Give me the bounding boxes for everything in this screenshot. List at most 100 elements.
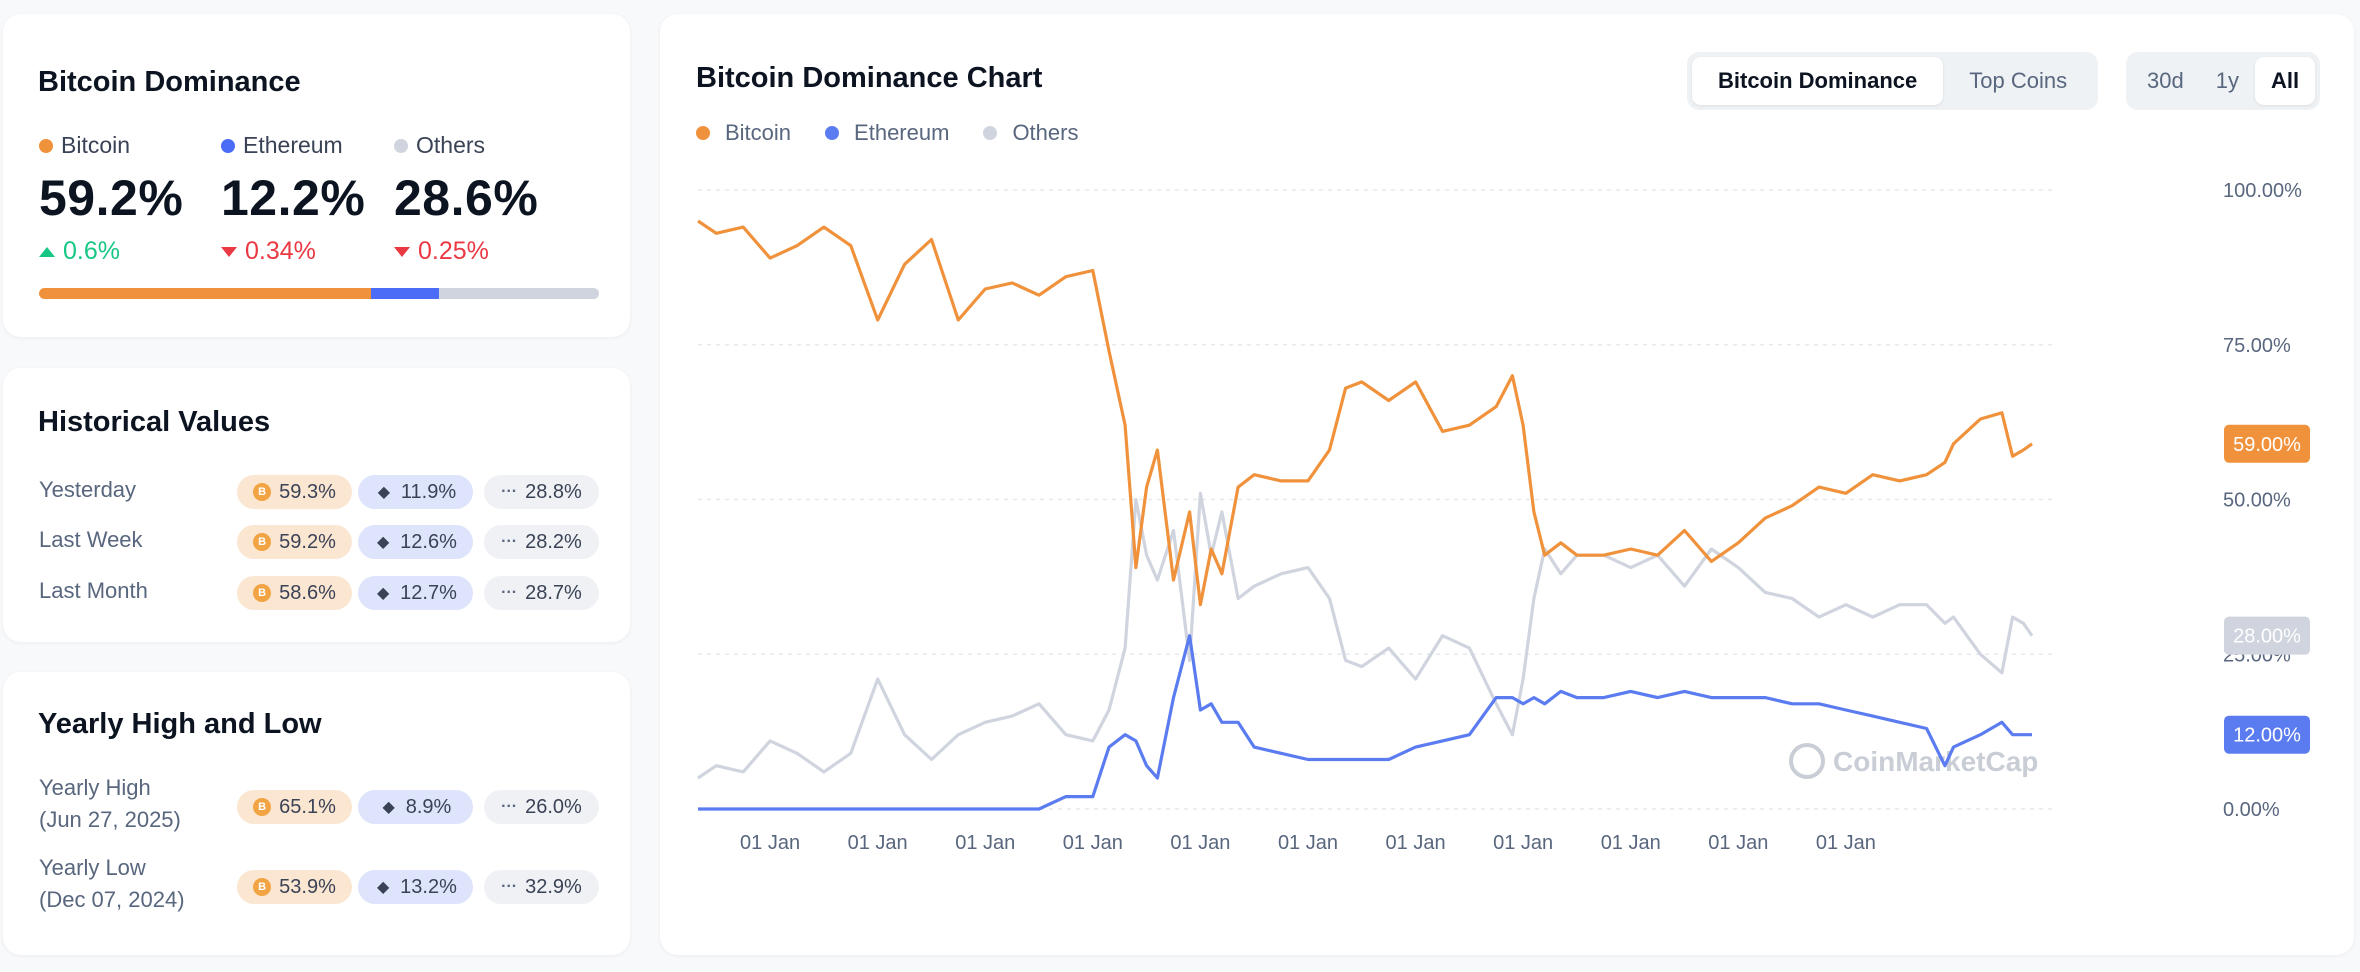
eth-pill: ◆ 12.6%	[358, 525, 473, 559]
x-tick-label: 01 Jan	[1816, 832, 1876, 854]
btc-pill: B 59.3%	[237, 475, 352, 509]
eth-pill: ◆ 13.2%	[358, 870, 473, 904]
dominance-share-bar	[39, 288, 599, 299]
summary-others: Others 28.6% 0.25%	[394, 132, 538, 266]
historical-values-card: Historical Values Yesterday B 59.3% ◆ 11.9…	[3, 368, 630, 642]
btc-pill: B 58.6%	[237, 576, 352, 610]
dominance-line-chart[interactable]: 100.00%75.00%50.00%25.00%0.00% 01 Jan 01 …	[660, 14, 2354, 955]
ethereum-dot-icon	[221, 138, 235, 153]
ellipsis-icon: ···	[501, 584, 518, 601]
bitcoin-icon: B	[253, 483, 272, 501]
range-30d-button[interactable]: 30d	[2147, 68, 2184, 93]
x-tick-label: 01 Jan	[955, 832, 1015, 854]
bitcoin-icon: B	[253, 798, 272, 816]
x-tick-label: 01 Jan	[1170, 832, 1230, 854]
caret-down-icon	[221, 246, 237, 257]
dominance-chart-card: Bitcoin Dominance Chart Bitcoin Ethereum…	[660, 14, 2354, 955]
x-tick-label: 01 Jan	[1386, 832, 1446, 854]
x-tick-label: 01 Jan	[1708, 832, 1768, 854]
summary-ethereum: Ethereum 12.2% 0.34%	[221, 132, 365, 266]
end-tag-ethereum	[2224, 715, 2310, 754]
ellipsis-icon: ···	[501, 798, 518, 815]
summary-ethereum-change: 0.34%	[245, 237, 316, 265]
legend-dot-icon	[983, 126, 998, 140]
caret-up-icon	[39, 246, 55, 257]
eth-pill: ◆ 8.9%	[358, 790, 473, 824]
coinmarketcap-watermark: CoinMarketCap	[1789, 743, 2038, 779]
legend-item-bitcoin[interactable]: Bitcoin	[696, 120, 791, 146]
end-tag-bitcoin	[2224, 424, 2310, 463]
summary-others-label: Others	[416, 132, 486, 158]
others-pill: ··· 28.8%	[484, 475, 599, 509]
tab-bitcoin-dominance[interactable]: Bitcoin Dominance	[1692, 57, 1944, 105]
dominance-summary-card: Bitcoin Dominance Bitcoin 59.2% 0.6% Eth…	[3, 14, 630, 337]
bitcoin-icon: B	[253, 533, 272, 551]
ethereum-icon: ◆	[376, 879, 390, 896]
x-tick-label: 01 Jan	[1601, 832, 1661, 854]
x-tick-label: 01 Jan	[1063, 832, 1123, 854]
ethereum-icon: ◆	[376, 585, 390, 602]
ethereum-icon: ◆	[377, 484, 391, 501]
end-tag-label-bitcoin: 59.00%	[2233, 434, 2301, 456]
y-tick-label: 50.00%	[2223, 490, 2291, 512]
end-tag-label-others: 28.00%	[2233, 626, 2301, 648]
summary-others-change: 0.25%	[418, 237, 489, 265]
legend-dot-icon	[696, 126, 710, 140]
chart-title: Bitcoin Dominance Chart	[696, 62, 1043, 94]
summary-bitcoin-label: Bitcoin	[61, 132, 131, 158]
others-pill: ··· 32.9%	[484, 870, 599, 904]
eth-pill: ◆ 11.9%	[358, 475, 473, 509]
series-line-bitcoin[interactable]	[697, 219, 2033, 607]
coinmarketcap-logo-icon	[1789, 743, 1825, 779]
bitcoin-icon: B	[253, 584, 272, 602]
series-line-others[interactable]	[697, 491, 2034, 780]
others-share-segment	[438, 288, 599, 299]
historical-row-label: Last Week	[39, 527, 143, 552]
bitcoin-dot-icon	[39, 138, 53, 153]
y-tick-label: 0.00%	[2223, 799, 2280, 821]
btc-pill: B 59.2%	[237, 525, 352, 559]
legend-item-ethereum[interactable]: Ethereum	[825, 120, 949, 146]
ellipsis-icon: ···	[501, 483, 518, 500]
x-tick-label: 01 Jan	[848, 832, 908, 854]
others-pill: ··· 28.7%	[484, 576, 599, 610]
ellipsis-icon: ···	[501, 533, 518, 550]
yearly-row-label: Yearly High (Jun 27, 2025)	[39, 775, 181, 832]
y-tick-label: 75.00%	[2223, 335, 2291, 357]
range-1y-button[interactable]: 1y	[2215, 68, 2239, 93]
historical-row-label: Yesterday	[39, 477, 137, 502]
tab-top-coins[interactable]: Top Coins	[1969, 68, 2068, 93]
others-dot-icon	[394, 138, 408, 153]
ellipsis-icon: ···	[501, 878, 518, 895]
caret-down-icon	[394, 246, 410, 257]
legend-item-others[interactable]: Others	[983, 120, 1078, 146]
ethereum-share-segment	[370, 288, 439, 299]
end-tag-label-ethereum: 12.00%	[2233, 725, 2301, 747]
chart-legend: Bitcoin Ethereum Others	[696, 120, 1078, 146]
bitcoin-share-segment	[39, 288, 371, 299]
end-tag-others	[2224, 616, 2310, 655]
series-line-ethereum[interactable]	[698, 634, 2032, 811]
x-tick-label: 01 Jan	[1278, 832, 1338, 854]
yearly-high-low-card: Yearly High and Low Yearly High (Jun 27, …	[3, 672, 630, 955]
summary-title: Bitcoin Dominance	[38, 66, 301, 98]
time-range-toggle: 30d 1y All	[2126, 52, 2321, 110]
others-pill: ··· 28.2%	[484, 525, 599, 559]
x-tick-label: 01 Jan	[1493, 832, 1553, 854]
y-tick-label: 100.00%	[2223, 180, 2302, 202]
others-pill: ··· 26.0%	[484, 790, 599, 824]
x-axis-ticks: 01 Jan 01 Jan 01 Jan 01 Jan 01 Jan 01 Jan 01 J…	[740, 832, 1876, 854]
legend-dot-icon	[825, 126, 840, 140]
historical-row-label: Last Month	[39, 578, 148, 603]
btc-pill: B 53.9%	[237, 870, 352, 904]
watermark-text: CoinMarketCap	[1833, 746, 2038, 777]
summary-ethereum-value: 12.2%	[221, 170, 366, 226]
summary-bitcoin: Bitcoin 59.2% 0.6%	[39, 132, 183, 266]
chart-type-toggle: Bitcoin Dominance Top Coins	[1687, 52, 2099, 110]
ethereum-icon: ◆	[376, 534, 390, 551]
eth-pill: ◆ 12.7%	[358, 576, 473, 610]
ethereum-icon: ◆	[382, 799, 395, 816]
range-all-button[interactable]: All	[2254, 57, 2316, 105]
x-tick-label: 01 Jan	[740, 832, 800, 854]
yearly-title: Yearly High and Low	[38, 708, 322, 740]
